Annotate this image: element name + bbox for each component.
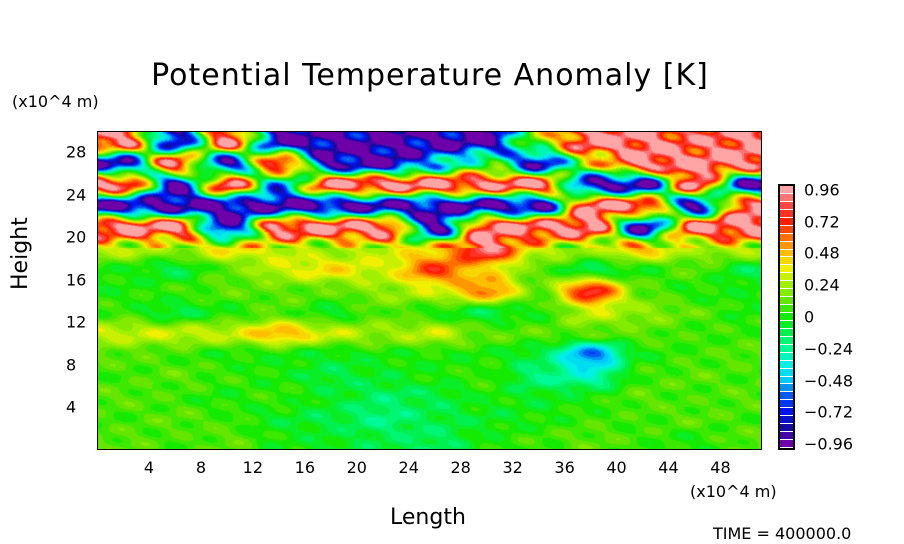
y-tick-label: 24	[66, 185, 87, 205]
colorbar-swatch	[780, 440, 793, 447]
colorbar-swatch	[780, 305, 793, 313]
colorbar-swatch	[780, 249, 793, 257]
y-tick-label: 28	[66, 142, 87, 162]
colorbar-swatch	[780, 313, 793, 320]
y-tick-label: 12	[66, 312, 87, 332]
y-tick-label: 4	[66, 397, 77, 417]
colorbar-swatch	[780, 352, 793, 360]
colorbar-swatch	[780, 257, 793, 265]
chart-title: Potential Temperature Anomaly [K]	[151, 58, 709, 93]
x-tick-label: 28	[450, 458, 471, 477]
colorbar-swatch	[780, 344, 793, 352]
colorbar-label: 0.96	[804, 180, 840, 200]
colorbar-swatch	[780, 376, 793, 384]
y-unit-label: (x10^4 m)	[12, 92, 99, 111]
colorbar	[778, 184, 795, 450]
colorbar-label: 0	[804, 307, 815, 327]
x-axis-label: Length	[390, 505, 466, 530]
colorbar-swatch	[780, 233, 793, 241]
colorbar-swatch	[780, 273, 793, 281]
colorbar-swatch	[780, 281, 793, 289]
colorbar-swatch	[780, 432, 793, 440]
x-tick-label: 40	[606, 458, 627, 477]
colorbar-swatch	[780, 186, 793, 193]
colorbar-swatch	[780, 225, 793, 233]
colorbar-swatch	[780, 209, 793, 217]
colorbar-swatch	[780, 320, 793, 328]
y-tick-label: 16	[66, 270, 87, 290]
colorbar-label: 0.48	[804, 243, 840, 263]
y-tick-label: 8	[66, 355, 77, 375]
colorbar-label: 0.24	[804, 275, 840, 295]
colorbar-swatch	[780, 201, 793, 209]
time-label: TIME = 400000.0	[713, 524, 852, 543]
colorbar-swatch	[780, 328, 793, 336]
y-tick-label: 20	[66, 227, 87, 247]
y-axis-label: Height	[8, 217, 33, 290]
colorbar-swatch	[780, 241, 793, 249]
colorbar-label: −0.96	[804, 434, 854, 454]
colorbar-swatch	[780, 289, 793, 297]
colorbar-swatch	[780, 336, 793, 344]
colorbar-swatch	[780, 416, 793, 424]
x-tick-label: 48	[710, 458, 731, 477]
colorbar-swatch	[780, 360, 793, 368]
x-unit-label: (x10^4 m)	[690, 482, 777, 501]
colorbar-label: −0.24	[804, 339, 854, 359]
x-tick-label: 36	[554, 458, 575, 477]
colorbar-label: −0.72	[804, 402, 854, 422]
x-tick-label: 12	[242, 458, 264, 477]
heatmap-field	[97, 131, 762, 450]
x-tick-label: 44	[658, 458, 679, 477]
colorbar-label: −0.48	[804, 371, 854, 390]
x-tick-label: 8	[195, 458, 206, 477]
x-tick-label: 20	[346, 458, 367, 477]
x-tick-label: 24	[398, 458, 419, 477]
colorbar-swatch	[780, 368, 793, 376]
colorbar-swatch	[780, 392, 793, 400]
colorbar-label: 0.72	[804, 212, 840, 232]
colorbar-swatch	[780, 424, 793, 432]
x-tick-label: 4	[143, 458, 155, 477]
colorbar-swatch	[780, 408, 793, 416]
x-tick-label: 32	[502, 458, 523, 477]
colorbar-swatch	[780, 400, 793, 408]
colorbar-swatch	[780, 193, 793, 201]
colorbar-swatch	[780, 384, 793, 392]
colorbar-swatch	[780, 265, 793, 273]
x-tick-label: 16	[294, 458, 315, 477]
colorbar-swatch	[780, 297, 793, 305]
colorbar-swatch	[780, 217, 793, 225]
plot-frame	[97, 131, 762, 450]
